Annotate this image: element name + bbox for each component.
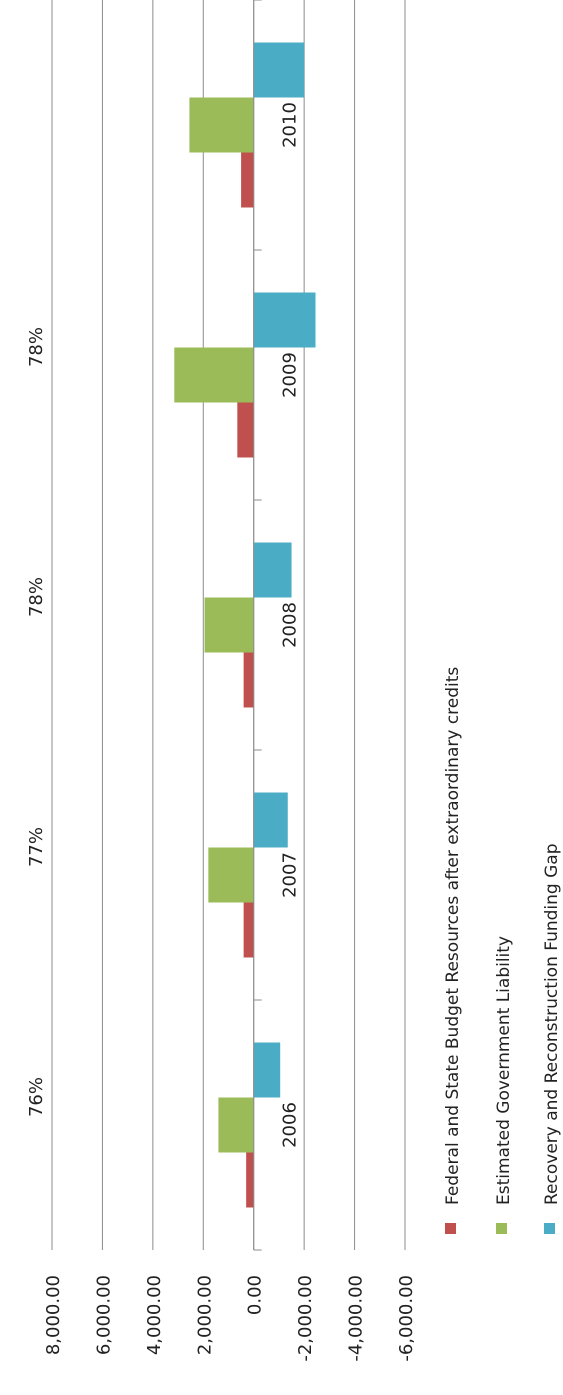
bar: [174, 347, 254, 403]
bar: [208, 847, 254, 903]
legend-swatch: [445, 1223, 456, 1234]
value-tick-label: 6,000.00: [93, 1275, 114, 1355]
bars: [174, 42, 316, 1208]
value-tick-label: -6,000.00: [396, 1275, 417, 1362]
bar: [204, 597, 254, 653]
value-tick-label: 4,000.00: [144, 1275, 165, 1355]
bar: [246, 1152, 254, 1208]
category-label: 2010: [280, 102, 301, 148]
bar: [253, 42, 305, 98]
value-tick-label: 2,000.00: [194, 1275, 215, 1355]
legend-label: Estimated Government Liability: [494, 936, 514, 1205]
bar: [243, 902, 254, 958]
legend-swatch: [544, 1223, 555, 1234]
bar: [243, 652, 254, 708]
legend: Federal and State Budget Resources after…: [443, 667, 562, 1234]
bar: [253, 542, 292, 598]
bar: [237, 402, 254, 458]
bar: [253, 292, 316, 348]
value-tick-label: 8,000.00: [43, 1275, 64, 1355]
value-tick-label: -2,000.00: [295, 1275, 316, 1362]
legend-label: Federal and State Budget Resources after…: [443, 667, 463, 1205]
category-label: 2009: [280, 352, 301, 398]
bar: [189, 97, 254, 153]
legend-label: Recovery and Reconstruction Funding Gap: [542, 843, 562, 1205]
percent-label: 78%: [26, 577, 47, 617]
percent-label: 78%: [26, 327, 47, 367]
bar: [241, 152, 254, 208]
percent-label: 77%: [26, 827, 47, 867]
category-axis: [253, 0, 262, 1251]
value-tick-label: 0.00: [245, 1275, 266, 1315]
legend-swatch: [496, 1223, 507, 1234]
labels: 8,000.00 6,000.00 4,000.00 2,000.00 0.00 -2,0…: [26, 102, 417, 1362]
bar: [253, 1042, 281, 1098]
bar: [218, 1097, 254, 1153]
category-label: 2006: [280, 1102, 301, 1148]
category-label: 2008: [280, 602, 301, 648]
category-label: 2007: [280, 852, 301, 898]
value-tick-label: -4,000.00: [346, 1275, 367, 1362]
percent-label: 76%: [26, 1077, 47, 1117]
bar: [253, 792, 288, 848]
